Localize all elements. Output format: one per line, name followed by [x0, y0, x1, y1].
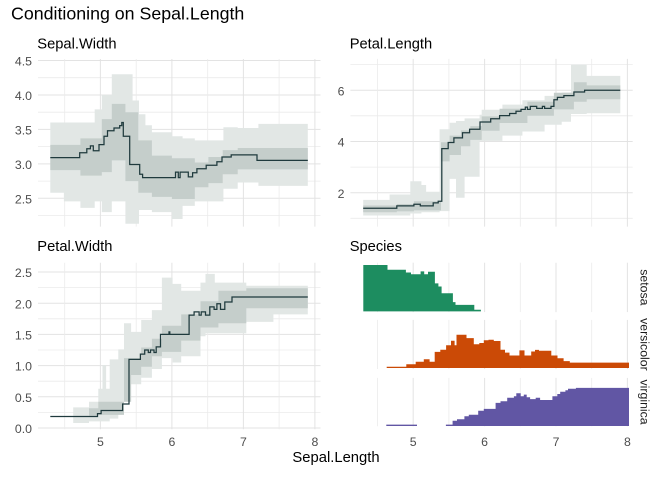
svg-text:4.5: 4.5 [15, 55, 32, 69]
svg-text:5: 5 [97, 435, 104, 449]
svg-text:8: 8 [311, 435, 318, 449]
svg-text:7: 7 [240, 435, 247, 449]
svg-text:3.5: 3.5 [15, 124, 32, 138]
svg-text:0.0: 0.0 [15, 422, 32, 436]
svg-text:2: 2 [338, 187, 345, 201]
svg-text:2.5: 2.5 [15, 266, 32, 280]
svg-text:6: 6 [168, 435, 175, 449]
svg-text:6: 6 [338, 84, 345, 98]
svg-text:Sepal.Length: Sepal.Length [292, 450, 379, 466]
svg-text:2.0: 2.0 [15, 297, 32, 311]
svg-text:setosa: setosa [637, 269, 651, 305]
svg-text:versicolor: versicolor [637, 318, 651, 371]
svg-text:1.5: 1.5 [15, 329, 32, 343]
svg-text:6: 6 [481, 435, 488, 449]
svg-text:2.5: 2.5 [15, 192, 32, 206]
svg-text:4.0: 4.0 [15, 89, 32, 103]
svg-text:0.5: 0.5 [15, 391, 32, 405]
svg-text:Species: Species [350, 239, 402, 255]
svg-text:4: 4 [338, 136, 345, 150]
svg-text:virginica: virginica [637, 380, 651, 425]
svg-text:Sepal.Width: Sepal.Width [37, 37, 116, 53]
svg-text:Petal.Width: Petal.Width [37, 239, 112, 255]
svg-text:7: 7 [553, 435, 560, 449]
svg-text:3.0: 3.0 [15, 158, 32, 172]
svg-text:8: 8 [624, 435, 631, 449]
svg-text:5: 5 [410, 435, 417, 449]
svg-text:1.0: 1.0 [15, 360, 32, 374]
svg-text:Conditioning on Sepal.Length: Conditioning on Sepal.Length [11, 3, 244, 23]
svg-text:Petal.Length: Petal.Length [350, 37, 432, 53]
